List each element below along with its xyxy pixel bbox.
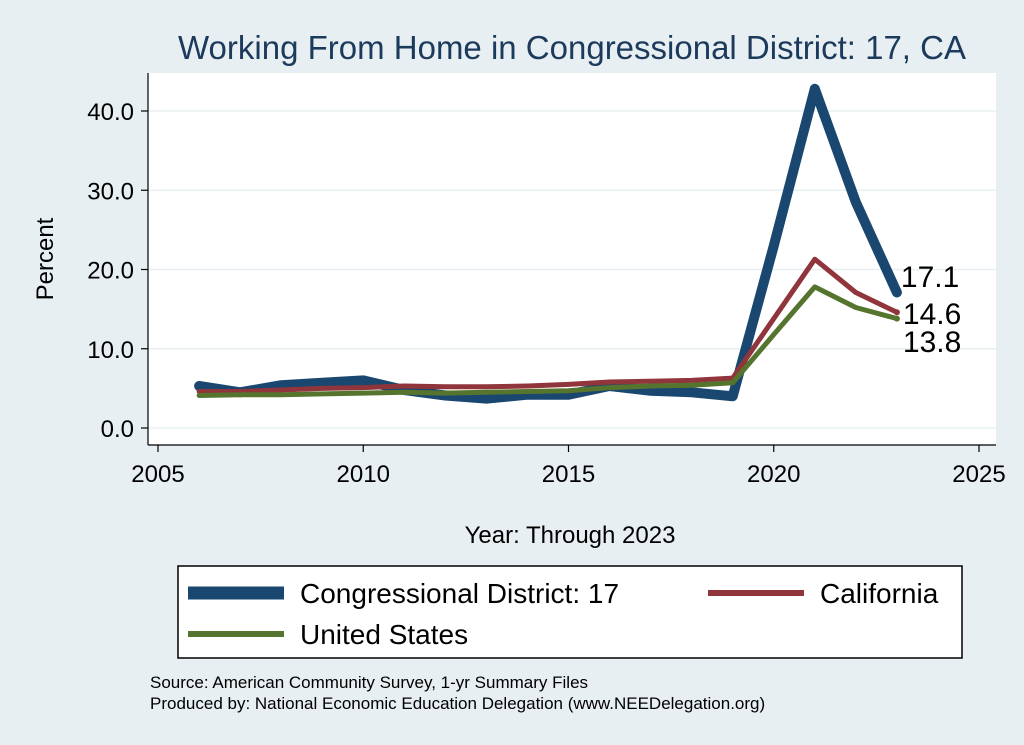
axes: 0.0 10.0 20.0 30.0 40.0 2005 2010 2015 2020 2025: [87, 73, 1006, 488]
end-label-2: 13.8: [903, 326, 961, 359]
legend-label-1: California: [820, 578, 939, 609]
y-tick-label-30: 30.0: [87, 178, 134, 205]
y-tick-label-20: 20.0: [87, 258, 134, 285]
legend-box: [177, 565, 963, 659]
x-tick-label-2015: 2015: [542, 461, 595, 488]
y-tick-label-40: 40.0: [87, 99, 134, 126]
series-end-point-0: [893, 289, 900, 296]
chart-title: Working From Home in Congressional Distr…: [178, 29, 966, 66]
y-tick-label-10: 10.0: [87, 337, 134, 364]
series-layer: [194, 83, 902, 404]
x-axis-title: Year: Through 2023: [465, 522, 676, 549]
x-tick-label-2010: 2010: [337, 461, 390, 488]
legend-label-0: Congressional District: 17: [300, 578, 619, 609]
y-tick-label-0: 0.0: [101, 416, 134, 443]
legend: Congressional District: 17 California Unit…: [188, 578, 939, 650]
series-end-point-1: [893, 309, 900, 316]
series-line-0: [194, 83, 902, 404]
x-tick-label-2020: 2020: [747, 461, 800, 488]
producer-note: Produced by: National Economic Education…: [150, 694, 765, 713]
grid: [148, 110, 996, 429]
y-axis-title: Percent: [32, 217, 59, 300]
end-label-1: 14.6: [903, 298, 961, 331]
x-tick-label-2025: 2025: [952, 461, 1005, 488]
series-end-point-2: [893, 315, 900, 322]
end-label-0: 17.1: [901, 261, 959, 294]
series-line-2: [196, 284, 900, 398]
legend-label-2: United States: [300, 619, 468, 650]
end-labels: 17.1 14.613.8: [901, 261, 961, 359]
x-tick-label-2005: 2005: [131, 461, 184, 488]
series-line-1: [196, 256, 900, 394]
source-note: Source: American Community Survey, 1-yr …: [150, 673, 588, 692]
